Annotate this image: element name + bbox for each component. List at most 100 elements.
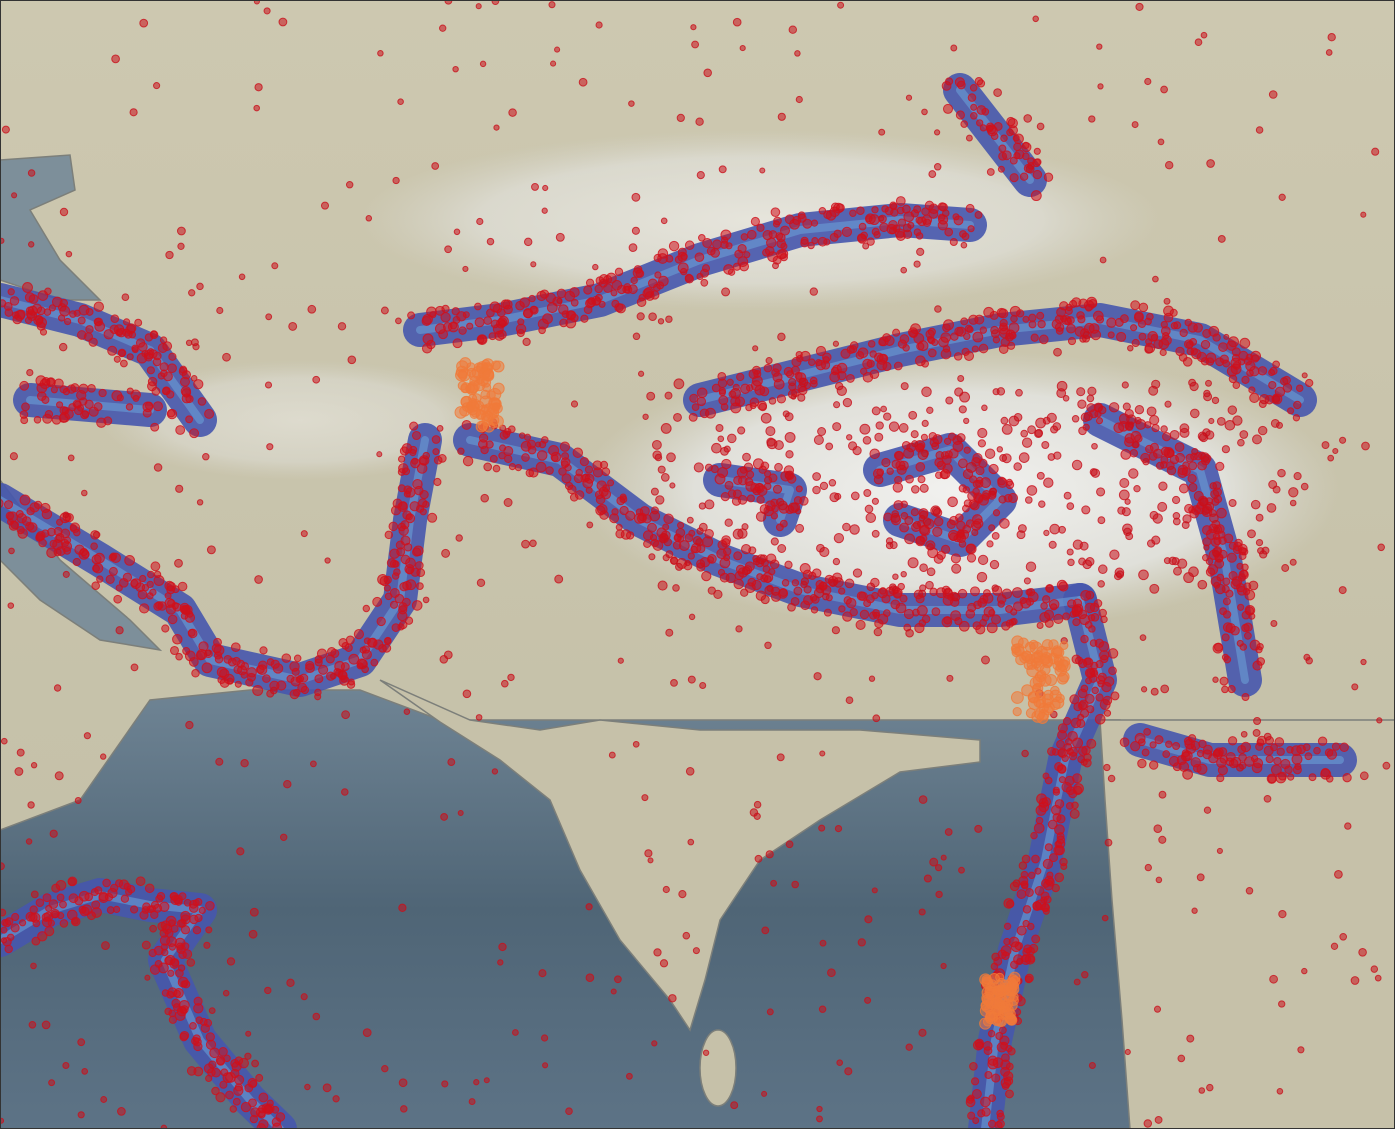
quake-dot — [45, 904, 53, 912]
quake-dot — [41, 1020, 51, 1030]
quake-dot — [977, 439, 986, 448]
quake-dot — [137, 589, 148, 600]
quake-dot — [1281, 564, 1290, 572]
quake-dot — [455, 368, 468, 382]
quake-dot — [1087, 386, 1097, 396]
quake-dot — [1158, 481, 1168, 491]
quake-dot — [115, 879, 124, 888]
quake-dot — [988, 524, 996, 532]
quake-dot — [384, 530, 394, 540]
quake-dot — [1001, 453, 1012, 464]
quake-dot — [283, 779, 292, 789]
quake-dot — [592, 263, 599, 271]
quake-dot — [480, 493, 489, 503]
quake-dot — [380, 306, 389, 315]
quake-dot — [1056, 739, 1065, 749]
quake-dot — [1095, 417, 1104, 425]
quake-dot — [259, 646, 268, 655]
quake-dot — [947, 496, 958, 508]
quake-dot — [1030, 190, 1042, 202]
quake-dot — [817, 236, 828, 247]
quake-dot — [632, 740, 640, 748]
quake-dot — [48, 304, 56, 312]
quake-dot — [169, 645, 180, 656]
quake-dot — [1032, 169, 1043, 180]
quake-dot — [1236, 585, 1247, 596]
quake-dot — [177, 242, 185, 250]
quake-dot — [1163, 312, 1174, 323]
quake-dot — [699, 681, 707, 690]
quake-dot — [281, 653, 292, 663]
quake-dot — [979, 124, 988, 132]
quake-dot — [1152, 513, 1163, 524]
quake-dot — [984, 1070, 993, 1080]
quake-dot — [461, 419, 472, 430]
quake-dot — [785, 450, 794, 459]
quake-dot — [937, 202, 947, 212]
quake-dot — [823, 608, 832, 617]
quake-dot — [28, 1020, 37, 1029]
quake-dot — [397, 484, 406, 493]
quake-dot — [1178, 761, 1190, 772]
quake-dot — [756, 554, 767, 565]
quake-dot — [628, 284, 638, 295]
quake-dot — [1000, 1066, 1011, 1077]
quake-dot — [991, 531, 1000, 540]
quake-dot — [1011, 587, 1023, 598]
quake-dot — [1122, 523, 1133, 535]
quake-dot — [91, 900, 101, 910]
quake-dot — [1274, 737, 1285, 747]
quake-dot — [1190, 757, 1201, 768]
quake-dot — [1040, 602, 1048, 610]
quake-dot — [376, 451, 383, 458]
quake-dot — [611, 299, 620, 308]
quake-dot — [1265, 755, 1274, 764]
quake-dot — [1056, 579, 1068, 591]
quake-dot — [1241, 693, 1250, 701]
quake-dot — [104, 892, 114, 902]
quake-dot — [1200, 31, 1208, 39]
quake-dot — [1252, 728, 1261, 737]
quake-dot — [1023, 114, 1032, 123]
quake-dot — [1226, 552, 1237, 563]
quake-dot — [141, 940, 151, 950]
quake-dot — [83, 732, 91, 740]
quake-dot — [721, 287, 731, 297]
quake-dot — [923, 874, 932, 883]
quake-dot — [865, 512, 877, 524]
quake-dot — [772, 484, 783, 494]
quake-dot — [1278, 1000, 1286, 1008]
quake-dot — [648, 312, 657, 322]
quake-dot — [120, 894, 130, 903]
quake-dot — [205, 1074, 213, 1083]
quake-dot — [918, 589, 927, 598]
quake-dot — [486, 237, 495, 246]
quake-dot — [1088, 1061, 1096, 1070]
quake-dot — [362, 1028, 372, 1037]
quake-dot — [784, 431, 796, 443]
quake-dot — [706, 246, 716, 256]
quake-dot — [185, 415, 194, 424]
quake-dot — [1133, 485, 1141, 493]
quake-dot — [25, 838, 33, 845]
quake-dot — [251, 1059, 260, 1068]
quake-dot — [1023, 577, 1031, 585]
quake-dot — [377, 50, 384, 57]
quake-dot — [397, 98, 404, 106]
quake-dot — [992, 509, 1001, 517]
quake-dot — [723, 445, 731, 453]
quake-dot — [411, 430, 422, 441]
quake-dot — [245, 1030, 252, 1037]
quake-dot — [389, 559, 399, 568]
quake-dot — [730, 402, 742, 414]
quake-dot — [167, 969, 175, 977]
quake-dot — [1077, 746, 1088, 756]
quake-dot — [275, 1112, 286, 1122]
quake-dot — [1185, 453, 1195, 463]
quake-dot — [1382, 761, 1391, 770]
quake-dot — [837, 370, 847, 381]
quake-dot — [1188, 482, 1198, 492]
quake-dot — [1257, 425, 1268, 436]
quake-dot — [1047, 819, 1058, 830]
